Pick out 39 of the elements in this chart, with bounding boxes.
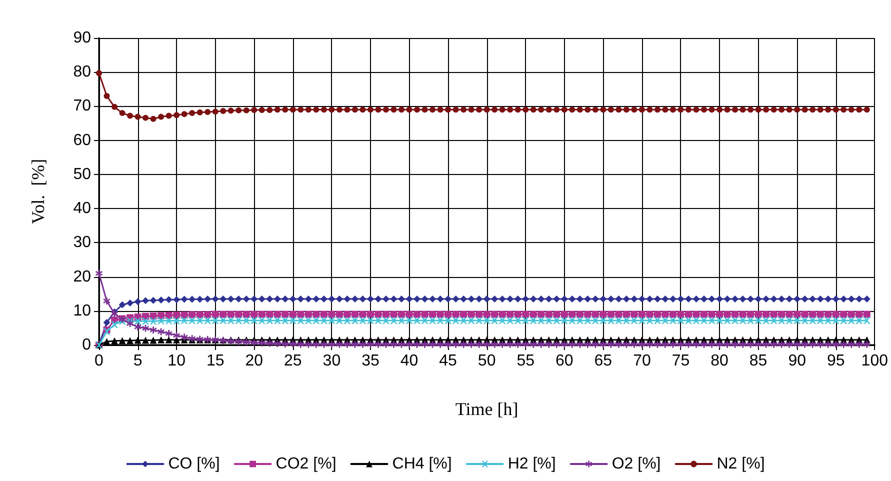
x-tick-label: 50 <box>478 352 496 370</box>
x-tick-label: 55 <box>516 352 535 370</box>
y-tick-label: 30 <box>73 234 92 252</box>
x-tick-label: 75 <box>672 352 690 370</box>
x-tick-label: 0 <box>94 352 104 370</box>
x-tick-label: 10 <box>168 352 186 370</box>
y-tick-label: 20 <box>73 268 92 286</box>
x-tick-label: 15 <box>206 352 224 370</box>
x-tick-label: 45 <box>439 352 458 370</box>
y-tick-label: 70 <box>73 98 92 115</box>
x-tick-label: 30 <box>322 352 341 370</box>
legend-label: O2 [%] <box>612 456 661 472</box>
x-tick-label: 100 <box>861 352 888 370</box>
legend-label: CO [%] <box>168 456 220 472</box>
y-axis-title: Vol. [%] <box>28 158 48 224</box>
legend-label: CO2 [%] <box>276 456 336 472</box>
x-axis-title: Time [h] <box>455 399 518 419</box>
y-tick-label: 90 <box>73 30 92 46</box>
y-tick-label: 40 <box>73 200 92 218</box>
y-tick-label: 0 <box>82 336 92 354</box>
x-tick-label: 25 <box>284 352 302 370</box>
x-tick-label: 20 <box>245 352 264 370</box>
x-tick-label: 80 <box>710 352 729 370</box>
y-tick-label: 80 <box>73 64 92 81</box>
y-tick-label: 50 <box>73 166 92 183</box>
legend-label: CH4 [%] <box>392 456 452 472</box>
legend-label: N2 [%] <box>716 456 765 472</box>
legend-label: H2 [%] <box>508 456 556 472</box>
x-tick-label: 70 <box>633 352 651 370</box>
x-tick-label: 35 <box>362 352 380 370</box>
x-tick-label: 65 <box>594 352 612 370</box>
x-tick-label: 60 <box>555 352 574 370</box>
x-tick-label: 90 <box>788 352 806 370</box>
x-tick-label: 95 <box>826 352 845 370</box>
y-tick-label: 10 <box>73 302 92 320</box>
x-tick-label: 85 <box>749 352 768 370</box>
x-tick-label: 5 <box>133 352 142 370</box>
y-tick-label: 60 <box>73 132 92 149</box>
x-tick-label: 40 <box>400 352 418 370</box>
